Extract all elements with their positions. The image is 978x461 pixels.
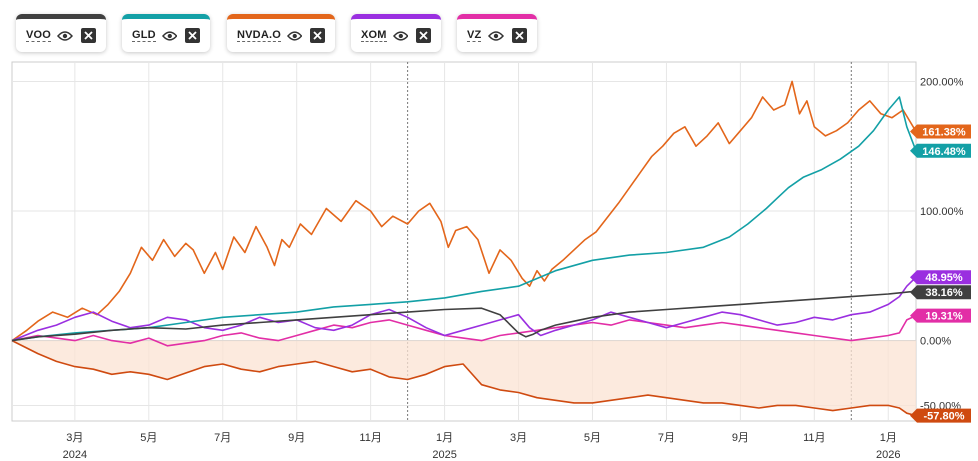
legend-chip-label[interactable]: GLD [132,29,156,42]
close-icon[interactable] [185,28,200,43]
badge-label: 161.38% [922,126,966,138]
x-tick-label: 5月 [584,432,601,444]
end-value-badge: 48.95% [910,270,971,284]
end-value-badge: 38.16% [910,285,971,299]
badge-label: -57.80% [924,411,965,423]
series-line [11,314,917,347]
eye-icon[interactable] [57,30,74,42]
legend-chip-label[interactable]: VOO [26,29,52,42]
y-tick-label: 0.00% [920,336,951,348]
badge-label: 38.16% [925,287,963,299]
badge-shape [910,408,971,423]
x-tick-label: 9月 [732,432,749,444]
badge-label: 48.95% [925,272,963,284]
close-icon[interactable] [310,28,325,43]
x-tick-label: 3月 [510,432,527,444]
x-year-label: 2026 [876,449,900,461]
series-line [11,80,917,342]
legend-chip-label[interactable]: NVDA.O [237,29,281,42]
x-year-label: 2025 [432,449,456,461]
eye-icon[interactable] [286,30,303,42]
close-icon[interactable] [416,28,431,43]
end-value-badge: 161.38% [910,124,971,139]
legend-chip-gld[interactable]: GLD [122,14,210,52]
x-tick-label: 11月 [359,432,381,444]
eye-icon[interactable] [488,30,504,42]
series-line [11,290,917,342]
series-line [11,339,917,417]
y-tick-label: 100.00% [920,206,964,218]
end-value-badge: -57.80% [910,408,971,423]
y-tick-label: 200.00% [920,76,964,88]
legend-chip-label[interactable]: XOM [361,29,387,42]
legend-chip-xom[interactable]: XOM [351,14,441,52]
close-icon[interactable] [81,28,96,43]
legend-chip-vz[interactable]: VZ [457,14,537,52]
badge-shape [910,308,971,323]
x-tick-label: 11月 [803,432,825,444]
close-icon[interactable] [512,28,527,43]
area-fill [12,340,916,416]
badge-shape [910,285,971,300]
series-line [11,96,917,342]
x-tick-label: 7月 [214,432,231,444]
end-value-badge: 19.31% [910,308,971,323]
legend-chip-voo[interactable]: VOO [16,14,106,52]
x-tick-label: 7月 [658,432,675,444]
badge-shape [910,270,971,285]
x-tick-label: 9月 [288,432,305,444]
end-value-badge: 146.48% [910,143,971,158]
x-tick-label: 1月 [436,432,453,444]
legend-chip-nvda[interactable]: NVDA.O [227,14,335,52]
eye-icon[interactable] [392,30,409,42]
legend-chip-label[interactable]: VZ [467,29,482,42]
badge-label: 19.31% [925,311,963,323]
x-tick-label: 3月 [66,432,83,444]
plot-frame [11,61,917,422]
x-year-label: 2024 [63,449,87,461]
badge-shape [910,124,971,139]
badge-label: 146.48% [922,146,966,158]
x-tick-label: 5月 [140,432,157,444]
x-tick-label: 1月 [880,432,897,444]
badge-shape [910,143,971,158]
eye-icon[interactable] [161,30,178,42]
series-line [11,276,917,342]
